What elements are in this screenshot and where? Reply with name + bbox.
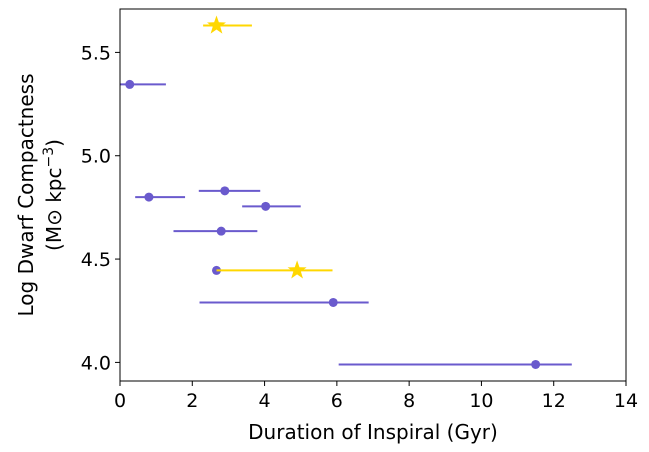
y-tick-label: 5.0 xyxy=(81,146,111,168)
star-point xyxy=(287,260,307,279)
y-axis-label-line2: (M⊙ kpc−3) xyxy=(41,139,66,251)
y-axis-label-unit: (M⊙ kpc xyxy=(42,168,66,251)
data-point xyxy=(144,192,154,202)
x-axis-label: Duration of Inspiral (Gyr) xyxy=(248,420,498,444)
star-point xyxy=(206,15,227,34)
x-tick-label: 8 xyxy=(403,390,415,412)
data-point xyxy=(125,79,135,89)
data-point xyxy=(328,297,338,307)
x-tick-label: 12 xyxy=(542,390,566,412)
data-point xyxy=(531,359,541,369)
plot-frame xyxy=(119,8,627,382)
chart-marks xyxy=(120,15,572,369)
x-tick-label: 14 xyxy=(614,390,638,412)
data-point xyxy=(216,226,226,236)
y-axis-label-close: ) xyxy=(42,139,66,147)
y-tick-label: 4.5 xyxy=(81,249,111,271)
y-axis-label-line1: Log Dwarf Compactness xyxy=(14,73,38,316)
x-tick-label: 6 xyxy=(331,390,343,412)
x-tick-label: 10 xyxy=(469,390,493,412)
axis-ticks: 0 2 4 6 8 10 12 14 4.0 4.5 5.0 5.5 xyxy=(81,42,638,412)
y-tick-label: 4.0 xyxy=(81,352,111,374)
data-point xyxy=(220,186,230,196)
y-tick-label: 5.5 xyxy=(81,42,111,64)
y-axis-label-exponent: −3 xyxy=(41,147,57,168)
x-tick-label: 4 xyxy=(259,390,271,412)
x-tick-label: 2 xyxy=(186,390,198,412)
x-tick-label: 0 xyxy=(114,390,126,412)
data-point xyxy=(261,201,271,211)
